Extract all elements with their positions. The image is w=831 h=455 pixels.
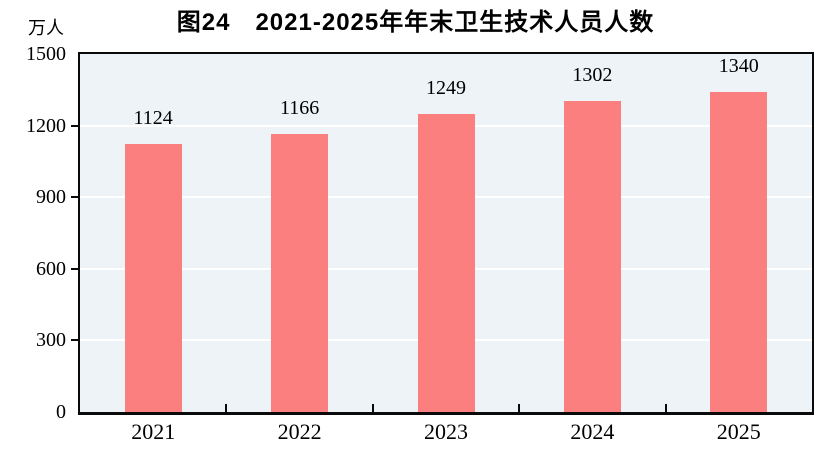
chart-title: 图24 2021-2025年年末卫生技术人员人数: [176, 9, 655, 36]
y-axis-tick-label: 1200: [26, 114, 66, 137]
x-axis-label-2025: 2025: [716, 419, 761, 444]
x-axis-label-2022: 2022: [277, 419, 322, 444]
y-axis-tick-label: 900: [36, 186, 66, 209]
x-axis-tick: [225, 404, 228, 412]
y-axis-tick-label: 1500: [26, 43, 66, 65]
y-axis-tick: [71, 339, 78, 342]
bar-2023: [417, 113, 475, 412]
bar-value-label: 1124: [133, 106, 173, 129]
bar-2021: [124, 143, 182, 412]
y-axis-tick-label: 600: [36, 257, 66, 280]
bar-value-label: 1249: [426, 76, 466, 99]
y-axis-tick: [71, 124, 78, 127]
bar-value-label: 1166: [279, 96, 320, 119]
x-axis-tick: [664, 404, 667, 412]
bar-value-label: 1302: [572, 64, 613, 87]
x-axis-label-2021: 2021: [131, 419, 176, 444]
y-axis-tick: [71, 267, 78, 270]
y-axis-tick-label: 0: [56, 401, 66, 423]
bar-2024: [563, 101, 621, 412]
x-axis-label-2023: 2023: [424, 419, 468, 444]
x-axis-label-2024: 2024: [570, 419, 615, 444]
bar-2025: [710, 92, 768, 412]
y-axis-unit-label: 万人: [28, 18, 64, 38]
x-axis-tick: [518, 404, 521, 412]
bar-2022: [271, 133, 329, 412]
bar-value-label: 1340: [718, 55, 759, 78]
plot-area: 1124 1166 1249 1302 1340: [78, 52, 814, 415]
x-axis-tick: [371, 404, 374, 412]
y-axis-tick-label: 300: [36, 329, 66, 352]
y-axis-tick: [71, 196, 78, 199]
